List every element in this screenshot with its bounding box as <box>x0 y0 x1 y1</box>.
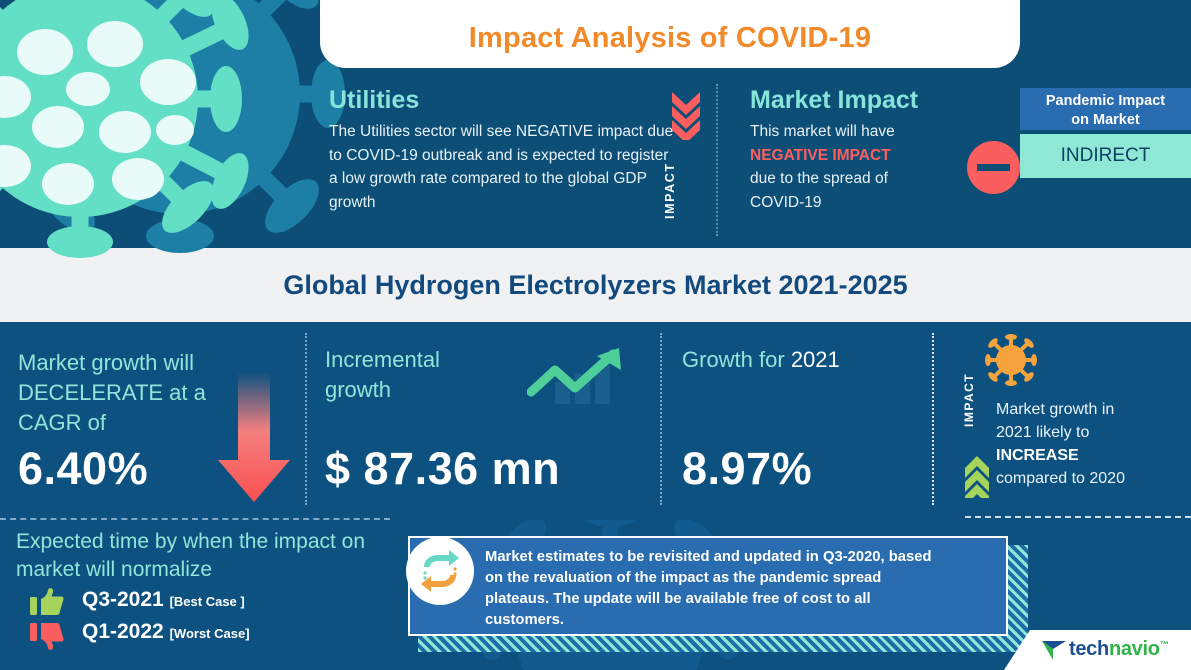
stat-2-label: Incremental growth <box>325 347 440 402</box>
market-impact-line3: COVID-19 <box>750 193 822 211</box>
virus-illustration <box>0 0 360 294</box>
logo-text: technavio™ <box>1069 638 1169 661</box>
divider-vertical-2 <box>660 333 662 505</box>
logo-text-secondary: navio <box>1108 638 1160 660</box>
best-case-text: [Best Case ] <box>169 594 245 609</box>
trend-up-icon <box>526 348 625 404</box>
divider-vertical-1 <box>305 333 307 505</box>
normalize-best-quarter: Q3-2021 [Best Case ] <box>82 588 245 612</box>
impact-label-top: IMPACT <box>663 162 677 220</box>
callout-text: Market estimates to be revisited and upd… <box>485 549 932 628</box>
market-impact-emphasis: NEGATIVE IMPACT <box>750 146 891 164</box>
stat-3-label-mint: Growth for <box>682 347 791 372</box>
market-impact-line1: This market will have <box>750 123 895 140</box>
stat-1-value: 6.40% <box>18 443 149 494</box>
impact-label-right: IMPACT <box>962 372 976 428</box>
refresh-cycle-icon <box>406 537 474 605</box>
impact-right-line1: Market growth in <box>996 401 1115 418</box>
worst-quarter-text: Q1-2022 <box>82 620 164 643</box>
impact-right-line3: compared to 2020 <box>996 470 1125 487</box>
stat-3-label: Growth for 2021 <box>682 345 942 375</box>
stat-3-label-white: 2021 <box>790 347 840 372</box>
pandemic-badge-value: INDIRECT <box>1020 134 1191 178</box>
utilities-body: The Utilities sector will see NEGATIVE i… <box>329 123 674 211</box>
logo-plate <box>1004 630 1191 670</box>
virus-icon <box>985 334 1037 386</box>
logo-text-primary: tech <box>1069 638 1109 660</box>
technavio-arrow-icon <box>1042 639 1066 661</box>
arrow-down-icon <box>215 372 293 502</box>
chevrons-up-icon <box>962 446 992 506</box>
market-impact-body: This market will have NEGATIVE IMPACT du… <box>750 120 1000 214</box>
thumbs-down-icon <box>30 620 64 650</box>
pandemic-badge-heading-line1: Pandemic Impact <box>1045 93 1166 109</box>
chevrons-down-icon <box>663 92 709 143</box>
title-band <box>0 248 1191 322</box>
divider-vertical-top <box>716 84 718 236</box>
impact-strip-right: IMPACT <box>962 358 992 506</box>
impact-right-text: Market growth in 2021 likely to INCREASE… <box>996 398 1191 490</box>
report-title: Global Hydrogen Electrolyzers Market 202… <box>283 270 908 300</box>
impact-right-emphasis: INCREASE <box>996 447 1079 464</box>
market-impact-line2: due to the spread of <box>750 170 888 187</box>
normalize-heading: Expected time by when the impact on mark… <box>16 530 366 581</box>
divider-horizontal-1 <box>0 518 390 520</box>
minus-circle-icon <box>967 141 1020 194</box>
callout-box <box>408 536 1008 636</box>
thumbs-up-icon <box>30 588 64 618</box>
pandemic-badge-heading-line2: on Market <box>1071 112 1140 128</box>
hero-panel <box>320 0 1020 68</box>
impact-strip-top: IMPACT <box>663 92 709 237</box>
stat-1-label: Market growth will DECELERATE at a CAGR … <box>18 350 206 435</box>
page-title: Impact Analysis of COVID-19 <box>468 22 872 54</box>
utilities-heading: Utilities <box>329 86 420 114</box>
market-impact-heading: Market Impact <box>750 86 919 114</box>
stat-3-value: 8.97% <box>682 443 813 494</box>
divider-vertical-3 <box>932 333 934 505</box>
worst-case-text: [Worst Case] <box>169 626 250 641</box>
normalize-worst-quarter: Q1-2022 [Worst Case] <box>82 620 250 644</box>
impact-right-line2: 2021 likely to <box>996 424 1090 441</box>
divider-horizontal-2 <box>965 516 1191 518</box>
pandemic-badge-heading: Pandemic Impact on Market <box>1020 88 1191 130</box>
best-quarter-text: Q3-2021 <box>82 588 164 611</box>
logo-trademark: ™ <box>1159 639 1169 650</box>
stat-2-value: $ 87.36 mn <box>325 443 561 494</box>
